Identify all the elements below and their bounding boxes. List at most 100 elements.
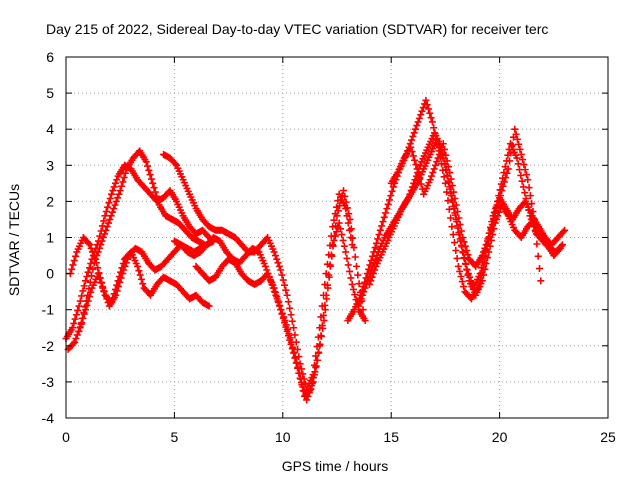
data-point <box>353 262 361 270</box>
data-point <box>454 262 462 270</box>
data-point <box>487 225 495 233</box>
data-point <box>443 157 451 165</box>
data-point <box>528 200 536 208</box>
data-point <box>461 242 469 250</box>
data-point <box>271 288 279 296</box>
data-point <box>495 197 503 205</box>
data-point <box>116 187 124 195</box>
data-point <box>507 149 515 157</box>
data-point <box>119 259 127 267</box>
data-point <box>100 287 108 295</box>
data-point <box>288 345 296 353</box>
data-point <box>108 190 116 198</box>
data-point <box>348 280 356 288</box>
data-point <box>458 278 466 286</box>
data-point <box>275 262 283 270</box>
data-point <box>385 196 393 204</box>
data-point <box>368 273 376 281</box>
data-point <box>282 286 290 294</box>
data-point <box>320 311 328 319</box>
data-point <box>73 331 81 339</box>
data-point <box>279 276 287 284</box>
data-point <box>486 229 494 237</box>
data-point <box>95 270 103 278</box>
data-point <box>508 141 516 149</box>
data-point <box>406 190 414 198</box>
data-point <box>500 178 508 186</box>
y-tick-label: -3 <box>42 374 55 390</box>
data-point <box>351 253 359 261</box>
data-point <box>345 210 353 218</box>
data-point <box>411 125 419 133</box>
data-point <box>437 147 445 155</box>
data-point <box>422 96 430 104</box>
data-point <box>316 342 324 350</box>
data-point <box>408 136 416 144</box>
y-tick-label: 4 <box>46 121 54 137</box>
data-point <box>310 371 318 379</box>
data-point <box>83 301 91 309</box>
data-point <box>111 201 119 209</box>
data-point <box>494 202 502 210</box>
y-tick-label: 3 <box>46 157 54 173</box>
data-point <box>344 219 352 227</box>
data-point <box>104 203 112 211</box>
data-point <box>455 214 463 222</box>
data-point <box>355 280 363 288</box>
data-point <box>326 261 334 269</box>
data-point <box>291 354 299 362</box>
data-point <box>361 317 369 325</box>
data-point <box>98 283 106 291</box>
data-point <box>80 282 88 290</box>
data-point <box>511 125 519 133</box>
y-tick-label: 5 <box>46 85 54 101</box>
data-point <box>281 281 289 289</box>
data-point <box>418 107 426 115</box>
data-point <box>416 175 424 183</box>
data-point <box>483 254 491 262</box>
data-point <box>414 118 422 126</box>
data-point <box>111 179 119 187</box>
data-point <box>341 192 349 200</box>
data-point <box>330 216 338 224</box>
data-point <box>503 169 511 177</box>
data-point <box>318 322 326 330</box>
data-point <box>299 383 307 391</box>
data-point <box>317 332 325 340</box>
data-point <box>375 231 383 239</box>
data-point <box>304 392 312 400</box>
data-point <box>412 161 420 169</box>
data-point <box>308 382 316 390</box>
data-point <box>477 264 485 272</box>
data-point <box>559 228 567 236</box>
data-point <box>446 169 454 177</box>
data-point <box>367 277 375 285</box>
data-point <box>150 184 158 192</box>
data-point <box>357 295 365 303</box>
data-point <box>273 293 281 301</box>
data-point <box>466 273 474 281</box>
data-point <box>407 143 415 151</box>
data-point <box>457 272 465 280</box>
data-point <box>135 267 143 275</box>
chart-title: Day 215 of 2022, Sidereal Day-to-day VTE… <box>46 21 548 37</box>
data-point <box>115 272 123 280</box>
data-point <box>334 207 342 215</box>
data-point <box>296 374 304 382</box>
data-point <box>96 232 104 240</box>
data-point <box>117 268 125 276</box>
data-point <box>273 255 281 263</box>
data-point <box>456 221 464 229</box>
data-point <box>512 130 520 138</box>
data-point <box>343 204 351 212</box>
data-point <box>292 359 300 367</box>
data-point <box>291 331 299 339</box>
data-point <box>499 182 507 190</box>
data-point <box>428 172 436 180</box>
data-point <box>113 281 121 289</box>
data-point <box>142 158 150 166</box>
data-point <box>69 340 77 348</box>
data-point <box>558 241 566 249</box>
data-point <box>359 291 367 299</box>
data-point <box>516 145 524 153</box>
